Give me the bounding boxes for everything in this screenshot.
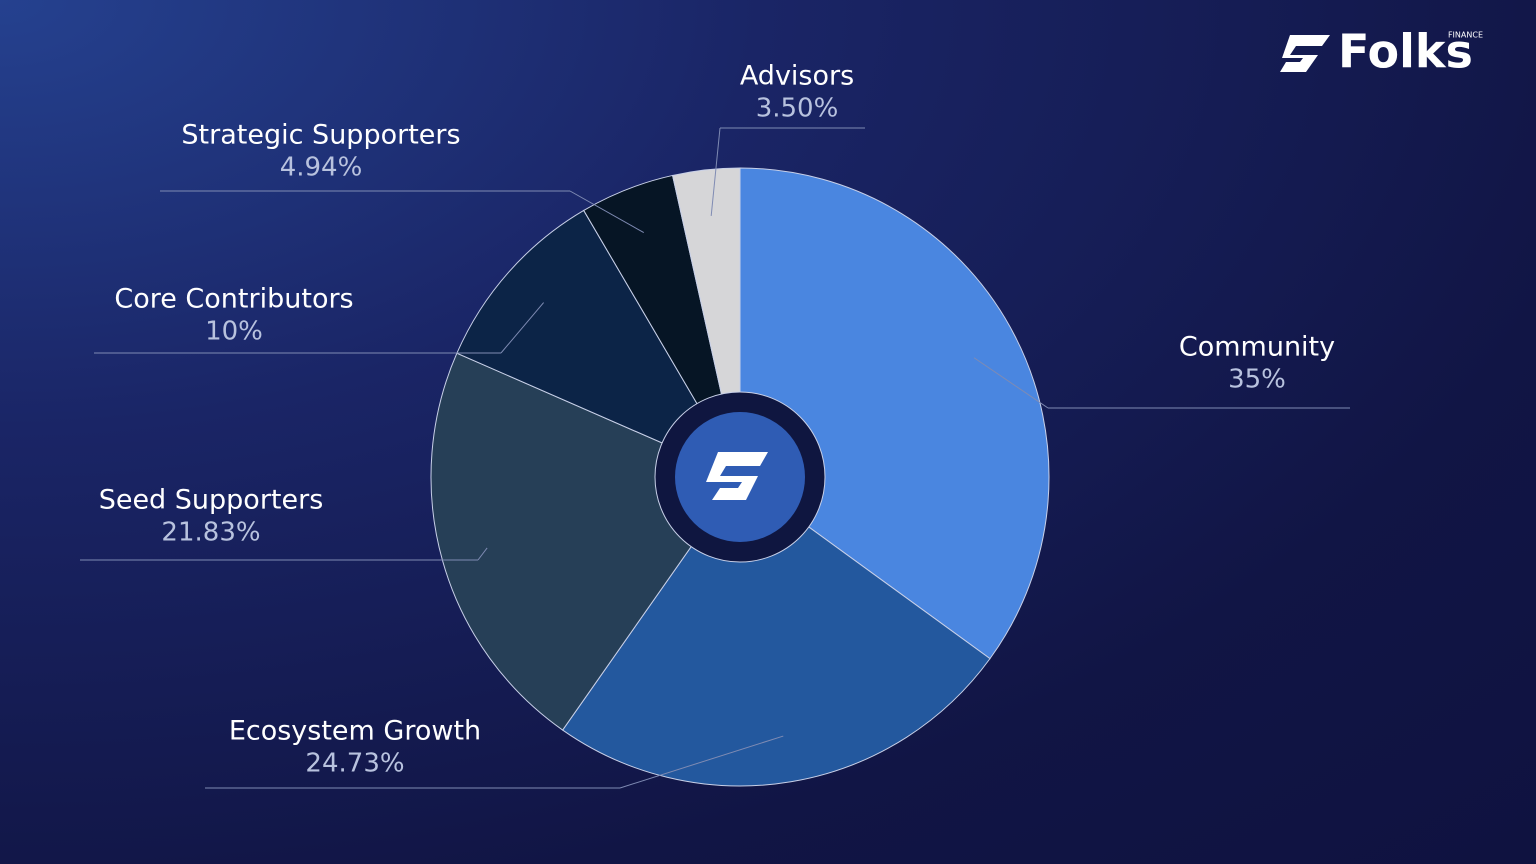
- pie-slice: [456, 209, 742, 479]
- leader-line: [569, 190, 645, 234]
- logo-icon: [1280, 35, 1330, 72]
- leader-line: [500, 302, 545, 354]
- slice-value: 35%: [1228, 365, 1286, 395]
- center-icon: [706, 452, 768, 500]
- slice-label: Strategic Supporters: [181, 120, 460, 151]
- brand-sub: FINANCE: [1448, 31, 1483, 40]
- slice-value: 24.73%: [305, 749, 404, 779]
- slice-value: 21.83%: [161, 518, 260, 548]
- pie-slice: [739, 167, 1050, 660]
- slice-label: Advisors: [740, 61, 854, 92]
- pie-slice: [561, 476, 991, 787]
- leader-line: [477, 547, 488, 561]
- slice-value: 3.50%: [756, 94, 839, 124]
- slice-label: Seed Supporters: [99, 485, 324, 516]
- leader-line: [619, 735, 784, 789]
- leader-line: [973, 357, 1049, 409]
- brand-logo: Folks FINANCE: [1280, 25, 1483, 79]
- slice-label: Core Contributors: [114, 284, 353, 315]
- slice-value: 4.94%: [280, 153, 363, 183]
- slice-label: Ecosystem Growth: [229, 716, 481, 747]
- leader-line: [710, 127, 721, 216]
- slice-label: Community: [1179, 332, 1335, 363]
- brand-name: Folks: [1338, 25, 1473, 79]
- slice-value: 10%: [205, 317, 263, 347]
